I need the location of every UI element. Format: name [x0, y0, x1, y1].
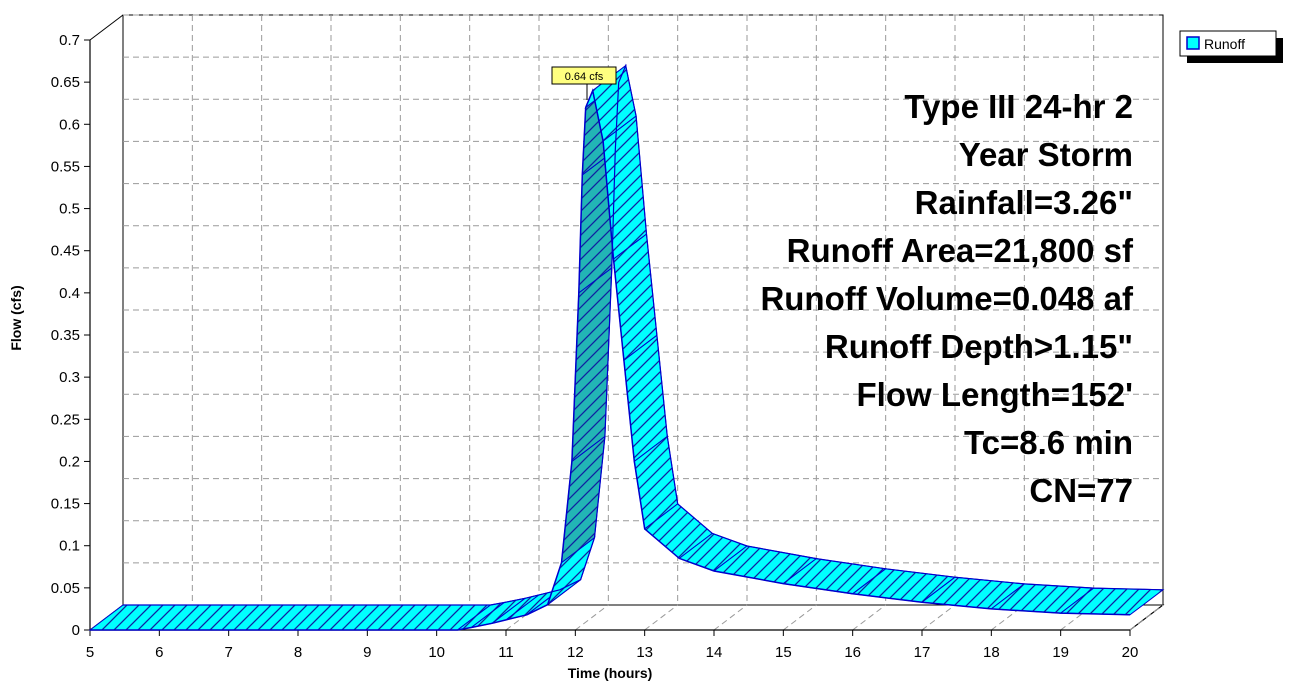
x-tick-label: 15: [775, 644, 792, 661]
legend-label-runoff: Runoff: [1204, 36, 1245, 52]
peak-label: 0.64 cfs: [565, 71, 604, 83]
series-ribbon-hatch: [991, 583, 1094, 614]
depth-edge-top-left: [89, 14, 124, 41]
storm-info-line: Flow Length=152': [857, 376, 1133, 413]
floor-grid-line: [921, 604, 956, 631]
x-tick-label: 18: [983, 644, 1000, 661]
y-tick-label: 0.1: [59, 538, 80, 555]
peak-label-box: [551, 66, 617, 85]
x-tick-label: 19: [1052, 644, 1069, 661]
y-tick-labels: 0 0.05 0.1 0.15 0.2 0.25 0.3 0.35 0.4 0.45 0.5 0.55…: [51, 32, 80, 639]
series-ribbon-hatch: [578, 149, 616, 293]
series-ribbon-hatch: [644, 503, 713, 559]
y-tick-label: 0.5: [59, 201, 80, 218]
floor-grid-line: [783, 604, 817, 631]
x-tick-label: 6: [155, 644, 163, 661]
x-tick-label: 11: [498, 644, 514, 661]
series-ribbon-hatch: [783, 558, 886, 594]
series-ribbon-hatch: [561, 436, 605, 563]
series-ribbon-hatch: [492, 594, 539, 624]
y-tick-label: 0.3: [59, 369, 80, 386]
y-tick-label: 0.4: [59, 285, 80, 302]
series-ribbon-hatch: [457, 602, 505, 630]
storm-info-line: Runoff Volume=0.048 af: [760, 280, 1134, 317]
y-tick-label: 0.55: [51, 158, 80, 175]
x-tick-label: 16: [844, 644, 861, 661]
runoff-series: [88, 63, 1165, 631]
series-ribbon-hatch: [714, 546, 817, 584]
storm-info-line: CN=77: [1029, 472, 1133, 509]
floor-grid-line: [713, 604, 748, 631]
x-tick-label: 17: [914, 644, 931, 661]
y-tick-label: 0.45: [51, 243, 80, 260]
storm-info-line: Type III 24-hr 2: [904, 88, 1133, 125]
series-back-line: [123, 63, 1164, 606]
x-tick-label: 13: [636, 644, 653, 661]
legend-swatch-runoff: [1186, 36, 1200, 50]
y-tick-label: 0.7: [59, 32, 80, 49]
y-axis-label: Flow (cfs): [8, 285, 24, 350]
y-tick-label: 0: [72, 622, 80, 639]
x-tick-labels: 5 6 7 8 9 10 11 12 13 14 15 16 17 18 19 20: [86, 644, 1139, 661]
x-tick-label: 10: [428, 644, 445, 661]
y-tick-label: 0.6: [59, 116, 80, 133]
storm-info-line: Runoff Area=21,800 sf: [787, 232, 1134, 269]
x-tick-label: 14: [706, 644, 723, 661]
x-axis-label: Time (hours): [568, 665, 653, 681]
legend: Runoff: [1179, 30, 1283, 63]
series-ribbon-hatch: [547, 537, 595, 605]
x-tick-label: 20: [1122, 644, 1139, 661]
series-ribbon-hatch: [506, 589, 560, 620]
series-ribbon-hatch: [1060, 588, 1163, 615]
series-ribbon-hatch: [623, 335, 668, 462]
peak-annotation: 0.64 cfs: [551, 66, 617, 100]
series-ribbon-hatch: [471, 598, 526, 628]
floor-grid-line: [644, 604, 678, 631]
x-tick-label: 7: [224, 644, 232, 661]
x-tick-label: 12: [567, 644, 584, 661]
series-ribbon-hatch: [679, 533, 747, 571]
storm-info-line: Year Storm: [959, 136, 1133, 173]
floor-grid-line: [575, 604, 609, 631]
series-front-line: [90, 88, 1131, 631]
storm-info-line: Runoff Depth>1.15": [825, 328, 1133, 365]
x-tick-label: 5: [86, 644, 94, 661]
x-tick-label: 9: [363, 644, 371, 661]
y-tick-label: 0.05: [51, 580, 80, 597]
floor-grid-line: [1129, 604, 1164, 631]
y-tick-label: 0.25: [51, 411, 80, 428]
y-tick-label: 0.65: [51, 74, 80, 91]
x-tick-label: 8: [294, 644, 302, 661]
storm-info-text: Type III 24-hr 2 Year Storm Rainfall=3.26"…: [760, 88, 1134, 509]
floor-grid-line: [852, 604, 886, 631]
y-tick-label: 0.15: [51, 496, 80, 513]
series-ribbon-hatch: [90, 605, 491, 630]
y-tick-label: 0.35: [51, 327, 80, 344]
storm-info-line: Tc=8.6 min: [964, 424, 1133, 461]
series-ribbon-hatch: [852, 568, 955, 603]
series-ribbon-hatch: [603, 116, 647, 260]
series-ribbon-hatch: [571, 267, 612, 462]
series-ribbon-hatch: [634, 436, 678, 529]
series-ribbon-hatch: [613, 234, 657, 361]
y-tick-label: 0.2: [59, 453, 80, 470]
storm-info-line: Rainfall=3.26": [915, 184, 1133, 221]
series-ribbon-hatch: [922, 577, 1025, 609]
